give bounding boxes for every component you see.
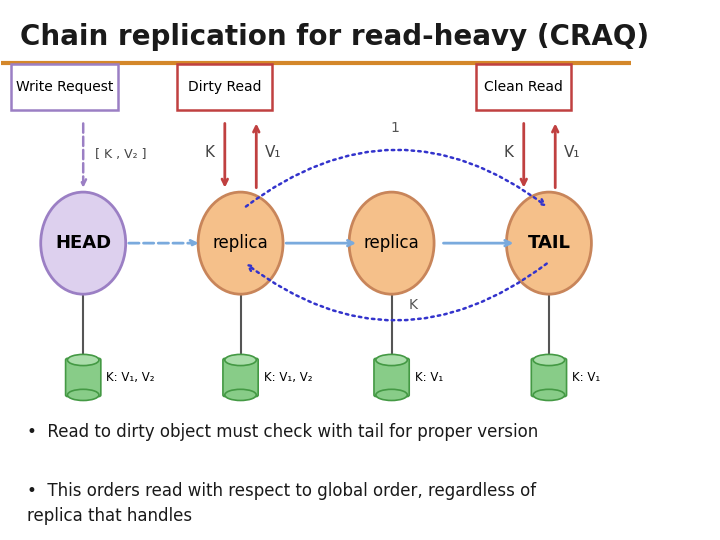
Ellipse shape	[534, 389, 564, 401]
Text: K: K	[204, 145, 214, 160]
Text: TAIL: TAIL	[528, 234, 570, 252]
FancyBboxPatch shape	[476, 64, 571, 111]
Text: V₁: V₁	[264, 145, 281, 160]
Text: Clean Read: Clean Read	[485, 80, 563, 94]
FancyBboxPatch shape	[374, 359, 409, 396]
Ellipse shape	[225, 354, 256, 366]
Text: K: V₁: K: V₁	[572, 371, 600, 384]
Text: •  Read to dirty object must check with tail for proper version: • Read to dirty object must check with t…	[27, 423, 538, 441]
Text: K: K	[503, 145, 513, 160]
FancyBboxPatch shape	[177, 64, 272, 111]
Ellipse shape	[68, 354, 99, 366]
Text: K: V₁, V₂: K: V₁, V₂	[107, 371, 155, 384]
Text: HEAD: HEAD	[55, 234, 112, 252]
Text: •  This orders read with respect to global order, regardless of
replica that han: • This orders read with respect to globa…	[27, 482, 536, 525]
Text: K: V₁, V₂: K: V₁, V₂	[264, 371, 312, 384]
Ellipse shape	[534, 354, 564, 366]
Ellipse shape	[41, 192, 126, 294]
Ellipse shape	[198, 192, 283, 294]
Ellipse shape	[506, 192, 591, 294]
Text: V₁: V₁	[564, 145, 580, 160]
FancyBboxPatch shape	[531, 359, 567, 396]
Text: replica: replica	[364, 234, 420, 252]
Text: Write Request: Write Request	[16, 80, 113, 94]
FancyBboxPatch shape	[11, 64, 118, 111]
Text: K: V₁: K: V₁	[415, 371, 443, 384]
Ellipse shape	[225, 389, 256, 401]
Text: Chain replication for read-heavy (CRAQ): Chain replication for read-heavy (CRAQ)	[20, 23, 649, 51]
Ellipse shape	[376, 354, 408, 366]
FancyBboxPatch shape	[66, 359, 101, 396]
Text: K: K	[409, 298, 418, 312]
Ellipse shape	[349, 192, 434, 294]
FancyBboxPatch shape	[223, 359, 258, 396]
Text: Dirty Read: Dirty Read	[188, 80, 261, 94]
Text: replica: replica	[212, 234, 269, 252]
Text: [ K , V₂ ]: [ K , V₂ ]	[94, 148, 146, 161]
Text: 1: 1	[390, 120, 399, 134]
Ellipse shape	[68, 389, 99, 401]
Ellipse shape	[376, 389, 408, 401]
